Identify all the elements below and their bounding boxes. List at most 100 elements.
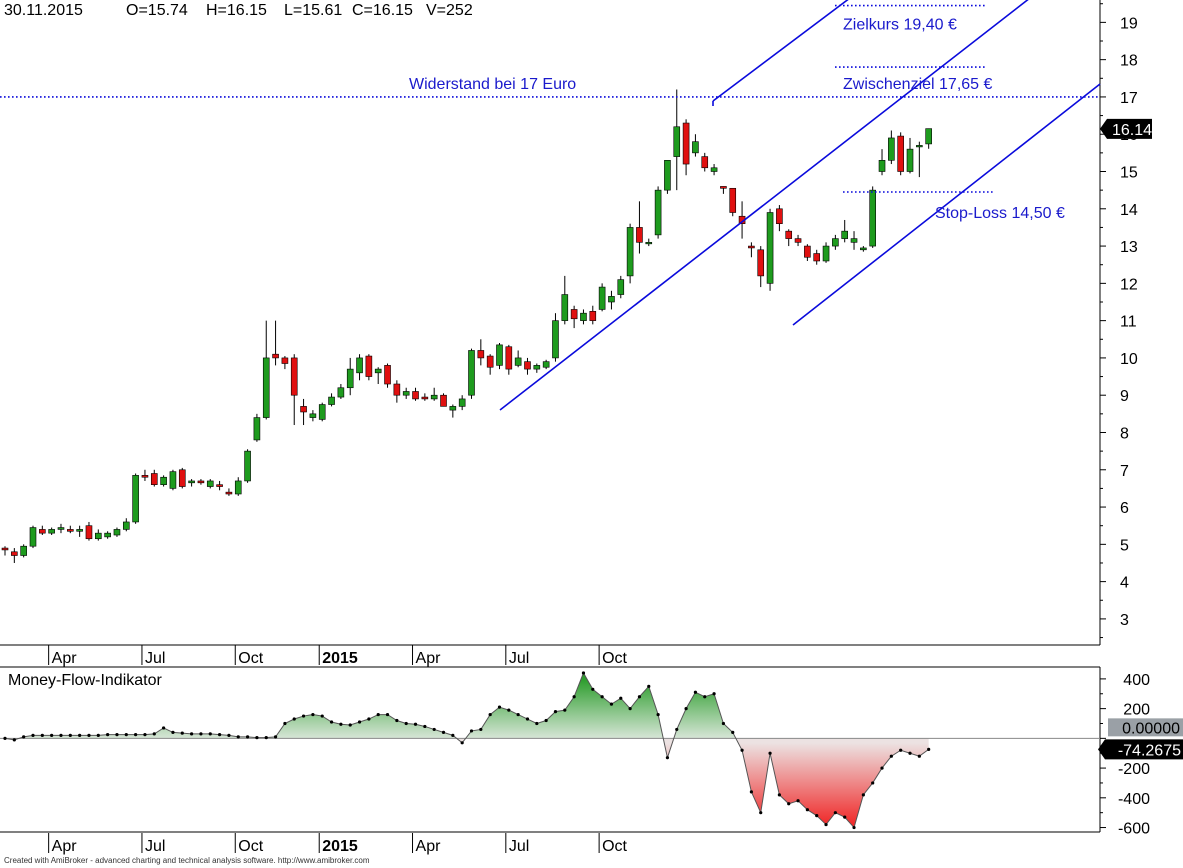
mf-point <box>68 733 72 737</box>
price-y-tick-label: 8 <box>1120 425 1129 442</box>
price-y-tick-label: 5 <box>1120 537 1129 554</box>
candle-body <box>412 391 419 400</box>
candle-body <box>440 394 447 407</box>
level-line-label: Stop-Loss 14,50 € <box>935 205 1065 222</box>
candle-body <box>664 160 671 191</box>
candle <box>580 309 587 325</box>
candle <box>430 387 438 401</box>
candle-body <box>832 238 839 247</box>
candle <box>150 469 158 487</box>
candle-body <box>402 391 410 396</box>
mf-point <box>208 732 212 736</box>
candle <box>393 380 401 403</box>
candle-body <box>888 137 895 161</box>
candle <box>365 354 373 381</box>
candle-body <box>496 344 503 366</box>
candle-body <box>748 245 755 249</box>
candle-body <box>589 311 597 321</box>
mf-point <box>22 735 26 739</box>
candle-body <box>85 525 93 540</box>
chart-axes: 345678910111213141516171819AprJulOct2015… <box>48 3 1183 855</box>
candle-body <box>374 368 382 374</box>
candle-body <box>57 527 65 530</box>
mf-point <box>87 733 91 737</box>
candle-body <box>850 238 858 243</box>
candle-body <box>328 396 335 405</box>
candle <box>636 201 643 254</box>
candle <box>440 393 447 407</box>
candle <box>272 320 279 366</box>
mf-point <box>609 702 614 706</box>
mf-point <box>591 687 595 691</box>
mf-point <box>245 735 250 739</box>
candle <box>906 137 914 174</box>
mf-point <box>572 695 576 699</box>
mf-point <box>180 731 184 735</box>
candle <box>76 525 83 537</box>
candle <box>160 475 167 487</box>
mf-last-marker-box <box>1098 739 1183 760</box>
candle-body <box>122 521 130 530</box>
mf-point <box>395 718 399 723</box>
candle <box>85 521 93 541</box>
candle-body <box>234 480 242 495</box>
mf-point <box>96 733 100 737</box>
mf-point <box>843 815 847 819</box>
chart-frames <box>0 0 1101 833</box>
candle-body <box>272 353 279 359</box>
mf-point <box>339 722 343 726</box>
candle <box>720 186 727 194</box>
mf-line <box>4 671 929 829</box>
mf-point <box>563 708 567 712</box>
candle-body <box>113 529 121 536</box>
mf-point <box>665 756 670 760</box>
candle <box>804 244 811 261</box>
mf-point <box>385 712 390 717</box>
price-y-tick-label: 15 <box>1120 165 1138 182</box>
candle <box>645 238 653 247</box>
trend-channel-middle-line <box>499 0 1029 411</box>
candle-body <box>636 227 643 243</box>
price-y-tick-label: 6 <box>1120 500 1129 517</box>
candle <box>356 354 363 381</box>
candle <box>850 231 858 250</box>
candle-body <box>458 398 466 407</box>
mf-point <box>535 721 539 726</box>
candle-body <box>11 551 18 556</box>
candle-body <box>710 167 718 172</box>
candle <box>776 205 783 232</box>
candle <box>39 525 46 536</box>
mf-point <box>497 705 502 709</box>
candle <box>794 234 802 247</box>
mf-point <box>367 717 371 721</box>
money-flow-title: Money-Flow-Indikator <box>8 672 163 689</box>
candle <box>542 359 550 370</box>
candle <box>346 357 354 396</box>
header-volume: V=252 <box>426 2 473 19</box>
candle-body <box>318 404 326 420</box>
mf-point <box>255 736 259 740</box>
mf-point <box>404 721 408 726</box>
mf-x-tick-label: Oct <box>238 838 263 855</box>
mf-point <box>721 721 726 726</box>
candle-body <box>141 475 149 478</box>
mf-point <box>833 811 837 815</box>
candle-body <box>514 357 522 366</box>
mf-point <box>171 730 175 735</box>
mf-point <box>731 730 735 735</box>
candle <box>141 469 149 481</box>
candle <box>104 531 111 539</box>
mf-point <box>740 748 744 752</box>
candle-body <box>682 122 690 165</box>
candle <box>253 413 261 442</box>
mf-x-tick-label: Jul <box>509 838 529 855</box>
candle-body <box>178 469 186 487</box>
mf-point <box>880 766 884 770</box>
candle-body <box>430 394 438 400</box>
candle <box>505 344 513 375</box>
mf-point <box>217 733 222 737</box>
price-y-tick-label: 13 <box>1120 239 1138 256</box>
mf-point <box>320 714 324 718</box>
price-y-tick-label: 9 <box>1120 388 1129 405</box>
